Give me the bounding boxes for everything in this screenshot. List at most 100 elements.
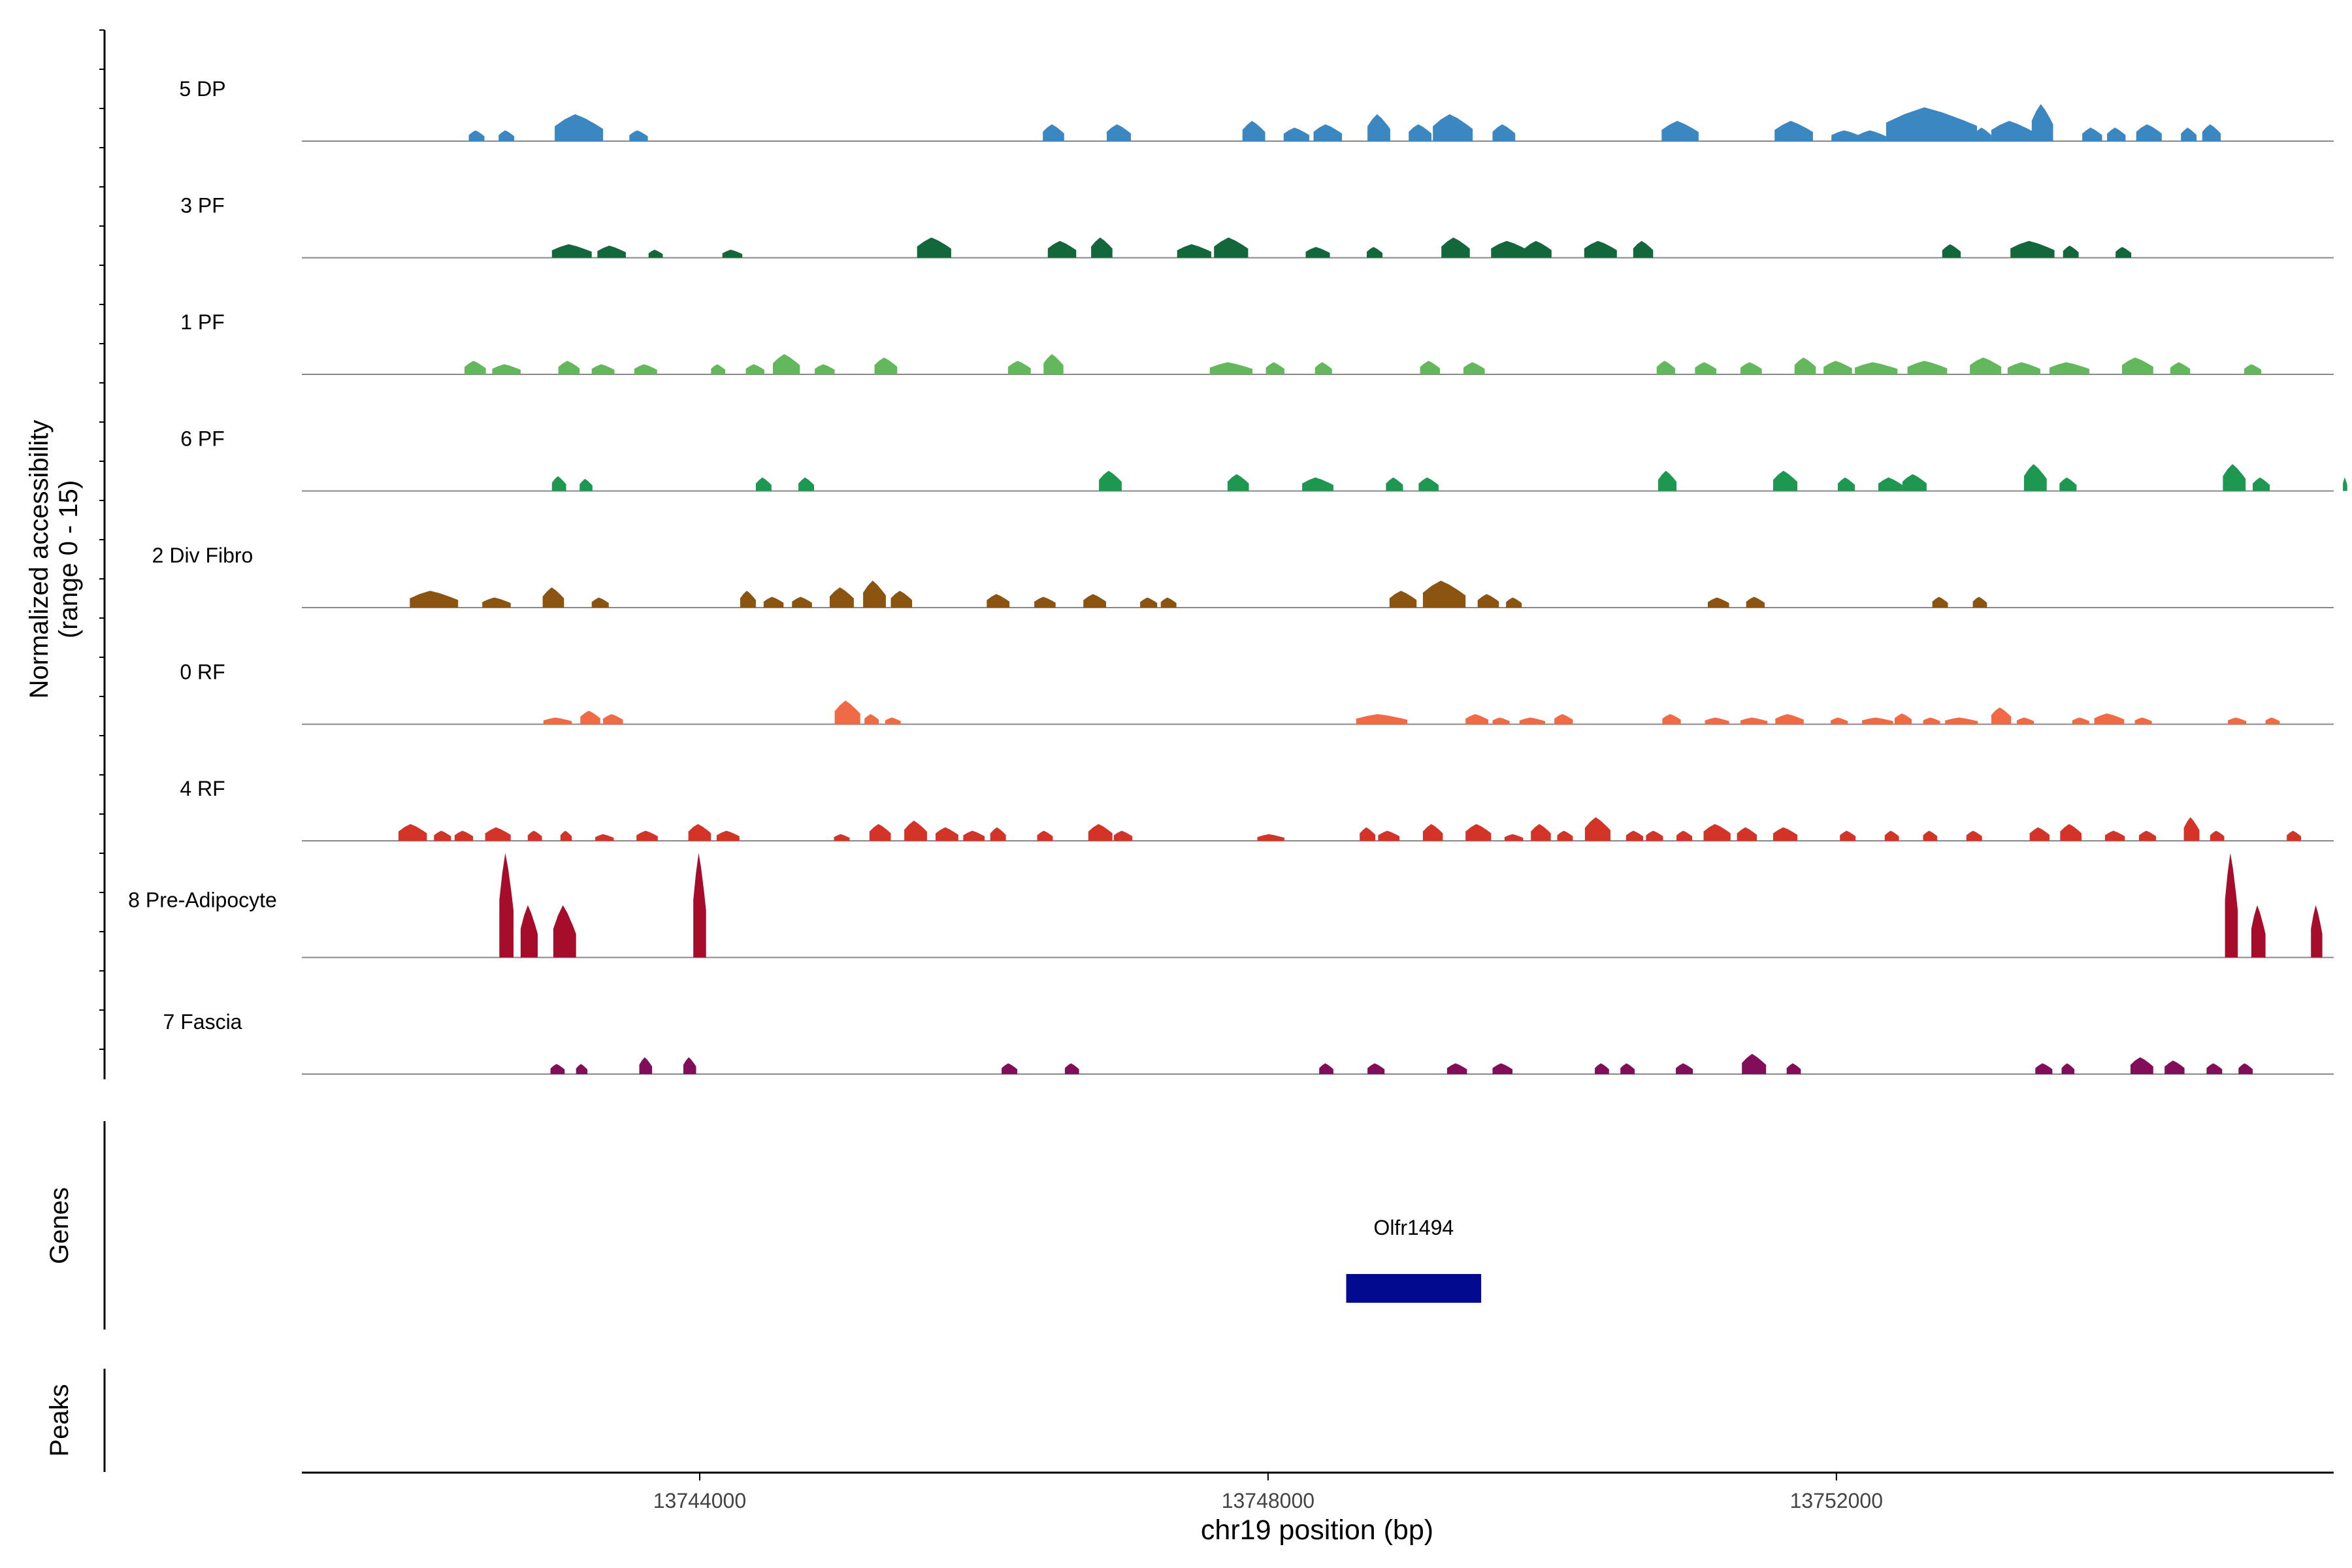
coverage-peak	[1794, 357, 1816, 374]
coverage-peak	[555, 114, 604, 141]
coverage-peak	[1902, 474, 1927, 491]
coverage-peak	[745, 364, 764, 374]
coverage-peak	[1505, 834, 1524, 841]
track-8-pre-adipocyte: 8 Pre-Adipocyte	[128, 853, 2334, 958]
peaks-panel-label: Peaks	[45, 1384, 74, 1456]
coverage-peak	[834, 834, 850, 841]
x-axis-label: chr19 position (bp)	[1201, 1514, 1433, 1546]
coverage-peak	[2265, 717, 2280, 725]
coverage-peak	[829, 587, 854, 608]
coverage-peak	[1942, 244, 1961, 258]
coverage-peak	[1857, 130, 1886, 141]
coverage-peak	[1283, 127, 1309, 141]
coverage-peak	[1113, 830, 1133, 841]
coverage-peak	[1088, 824, 1113, 841]
coverage-peak	[1531, 824, 1551, 841]
coverage-peak	[1492, 124, 1516, 141]
coverage-peak	[1099, 470, 1122, 491]
coverage-peak	[492, 364, 521, 374]
coverage-peak	[1662, 714, 1681, 725]
coverage-peak	[1554, 714, 1573, 725]
coverage-peak	[636, 830, 658, 841]
gene-body-olfr1494	[1346, 1274, 1482, 1303]
coverage-peak	[755, 477, 772, 491]
coverage-peak	[558, 361, 580, 374]
coverage-peak	[1991, 121, 2034, 141]
track-3-pf: 3 PF	[180, 194, 2334, 259]
coverage-peak	[1492, 717, 1510, 725]
coverage-peak	[648, 250, 663, 258]
coverage-peak	[1083, 594, 1106, 608]
coverage-peak	[465, 361, 486, 374]
coverage-peak	[1257, 834, 1284, 841]
coverage-peak	[1661, 121, 1699, 141]
coverage-peak	[398, 824, 427, 841]
coverage-peak	[2104, 830, 2125, 841]
track-2-div-fibro: 2 Div Fibro	[152, 544, 2334, 608]
track-label: 5 DP	[179, 77, 225, 101]
coverage-peak	[499, 853, 514, 958]
coverage-peak	[1656, 361, 1675, 374]
coverage-peak	[1862, 717, 1893, 725]
coverage-peak	[1107, 124, 1131, 141]
coverage-peak	[2139, 830, 2157, 841]
coverage-peak	[990, 827, 1006, 841]
coverage-peak	[1840, 830, 1856, 841]
x-tick-label: 13748000	[1222, 1489, 1315, 1512]
coverage-peak	[1907, 361, 1948, 374]
coverage-peak	[1242, 121, 1266, 141]
coverage-peak	[1884, 830, 1899, 841]
coverage-peak	[1773, 827, 1797, 841]
track-0-rf: 0 RF	[180, 661, 2334, 725]
coverage-peak	[1703, 824, 1731, 841]
coverage-peak	[1676, 1063, 1693, 1074]
coverage-peak	[963, 830, 985, 841]
coverage-peak	[591, 364, 615, 374]
coverage-peak	[834, 700, 860, 725]
coverage-peak	[527, 830, 542, 841]
track-label: 7 Fascia	[163, 1010, 242, 1034]
coverage-peak	[717, 830, 740, 841]
coverage-peak	[2253, 477, 2270, 491]
coverage-peak	[2082, 127, 2102, 141]
coverage-peak	[1923, 830, 1938, 841]
coverage-peak	[1970, 357, 2002, 374]
coverage-peak	[1620, 1063, 1635, 1074]
coverage-peak	[1034, 596, 1056, 608]
coverage-peak	[2010, 240, 2055, 258]
coverage-peak	[2210, 830, 2225, 841]
coverage-peak	[454, 830, 474, 841]
coverage-peak	[1742, 1054, 1767, 1074]
coverage-peak	[1360, 827, 1376, 841]
track-label: 8 Pre-Adipocyte	[128, 889, 277, 912]
coverage-peak	[863, 580, 886, 608]
coverage-peak	[1886, 107, 1978, 141]
coverage-peak	[1695, 362, 1716, 374]
coverage-peak	[798, 477, 814, 491]
coverage-peak	[904, 821, 927, 841]
coverage-peak	[468, 130, 485, 141]
coverage-peak	[410, 591, 459, 608]
coverage-peak	[2060, 824, 2082, 841]
coverage-peak	[434, 830, 451, 841]
coverage-peak	[1584, 817, 1610, 841]
coverage-peak	[1002, 1063, 1017, 1074]
coverage-peak	[1446, 1063, 1467, 1074]
track-label: 4 RF	[180, 777, 225, 800]
coverage-peak	[864, 714, 879, 725]
coverage-peak	[1524, 240, 1552, 258]
coverage-peak	[1378, 830, 1400, 841]
coverage-peak	[580, 710, 600, 725]
coverage-peak	[1313, 124, 1342, 141]
coverage-peak	[2023, 464, 2047, 491]
coverage-peak	[2031, 104, 2053, 141]
coverage-peak	[1708, 597, 1729, 608]
coverage-peak	[1519, 717, 1545, 725]
coverage-peak	[1091, 237, 1113, 258]
coverage-peak	[1972, 596, 1987, 608]
coverage-peak	[1477, 594, 1499, 608]
coverage-peak	[2007, 362, 2040, 374]
coverage-peak	[1409, 124, 1431, 141]
coverage-peak	[874, 357, 898, 374]
coverage-peak	[2287, 830, 2301, 841]
